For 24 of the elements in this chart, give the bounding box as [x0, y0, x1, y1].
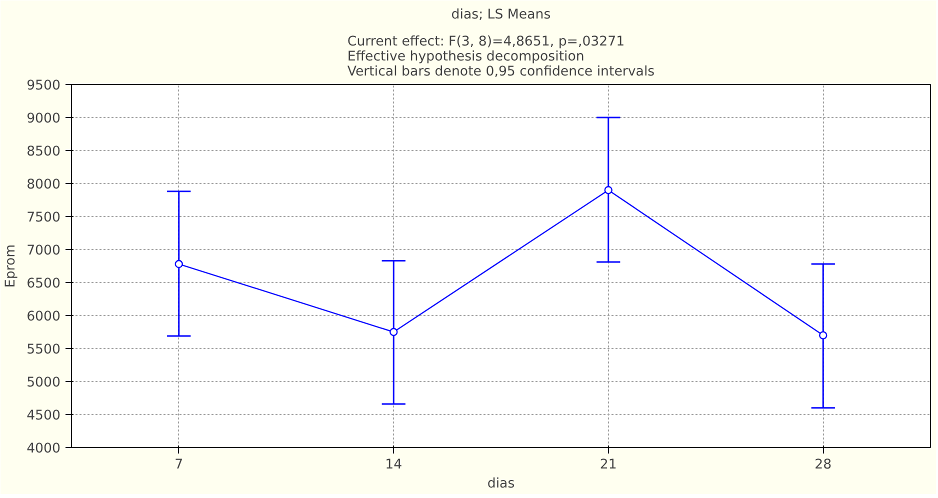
y-tick-label: 9500: [26, 78, 61, 94]
y-axis-title: Eprom: [4, 244, 19, 288]
y-tick-label: 7500: [26, 210, 61, 226]
x-tick-label: 28: [814, 458, 832, 472]
y-tick-label: 6500: [26, 276, 61, 292]
y-tick-label: 8000: [26, 178, 61, 192]
point: [174, 260, 183, 268]
y-tick-label: 7000: [26, 244, 61, 258]
x-tick-label: 14: [385, 458, 402, 472]
point: [390, 328, 398, 336]
y-tick-label: 9000: [26, 112, 61, 126]
x-tick-label: 7: [174, 458, 184, 472]
y-tick-label: 5500: [26, 342, 61, 358]
chart-subtitle: Current effect: F(3, 8)=4,8651, p=,03271 Effective hypothesis decomposition Vertical bars denote 0,95 confidence intervals: [347, 34, 655, 80]
x-tick-label: 21: [600, 458, 617, 472]
y-tick-label: 8500: [26, 144, 61, 160]
y-tick-label: 5000: [26, 376, 61, 390]
point: [604, 186, 612, 194]
y-tick-label: 4000: [26, 442, 61, 456]
chart-title: dias; LS Means: [451, 8, 551, 22]
y-tick-label: 6000: [26, 310, 61, 324]
y-tick-label: 4500: [26, 408, 61, 424]
point: [819, 331, 828, 340]
x-axis-title: dias: [487, 476, 515, 492]
